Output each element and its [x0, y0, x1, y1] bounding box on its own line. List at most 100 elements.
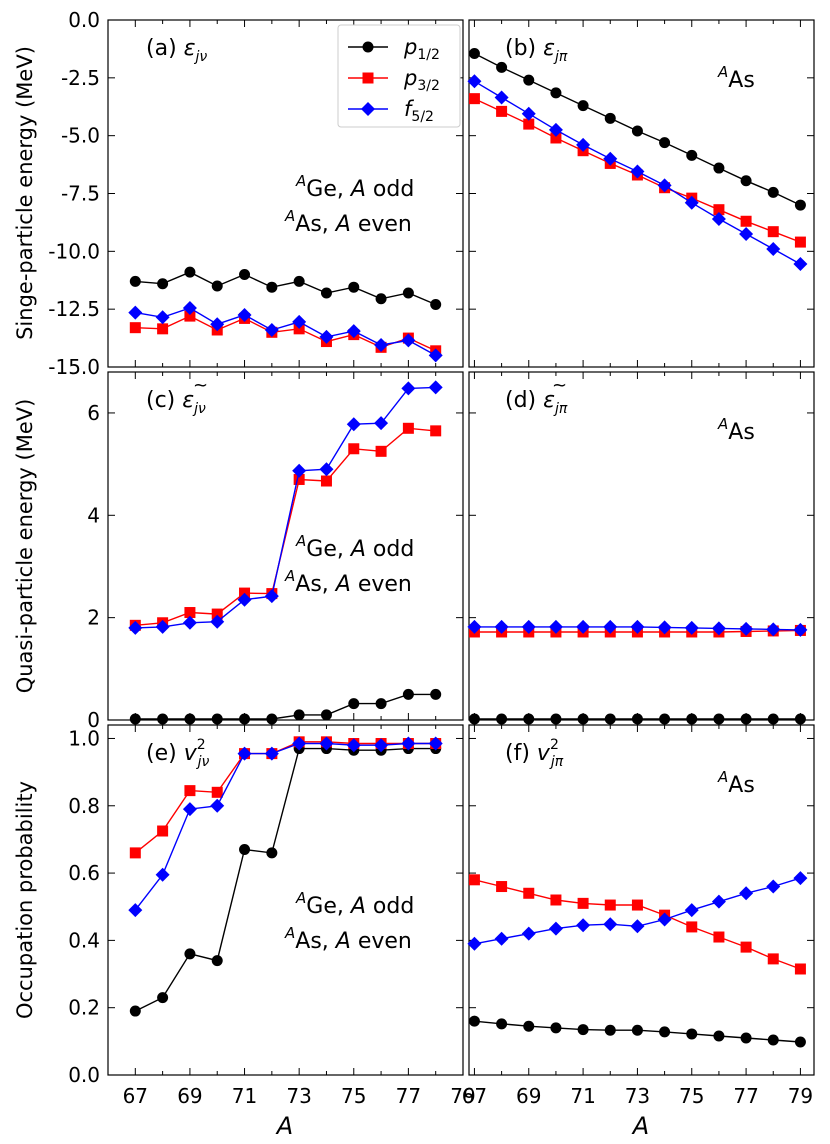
data-point-f52	[319, 736, 334, 751]
mass-superscript: A	[717, 768, 728, 786]
data-point-p32	[740, 215, 752, 227]
series-line-p32	[135, 315, 436, 352]
data-point-p32	[604, 899, 616, 911]
data-point-p12	[740, 175, 752, 187]
data-point-p12	[523, 1020, 535, 1032]
x-tick-label: 67	[123, 1084, 148, 1108]
y-tick-label: 0.0	[68, 1063, 100, 1087]
data-point-p12	[468, 48, 480, 60]
x-tick-label: 79	[788, 1084, 813, 1108]
data-point-p12	[348, 281, 360, 293]
y-tick-label: 1.0	[68, 726, 100, 750]
data-point-f52	[630, 919, 645, 934]
annotation-element: As,	[295, 572, 336, 597]
data-point-f52	[494, 619, 509, 634]
legend-subscript: 5/2	[411, 109, 434, 125]
panel-letter: (e)	[146, 741, 184, 766]
data-point-f52	[428, 380, 443, 395]
annotation-line: AAs, A even	[284, 924, 412, 954]
annotation-italic: A	[334, 572, 351, 597]
x-tick-label: 75	[341, 1084, 366, 1108]
data-point-p12	[266, 281, 278, 293]
data-point-f52	[494, 931, 509, 946]
legend-symbol: p	[403, 66, 417, 90]
series-line-f52	[135, 307, 437, 357]
data-point-p32	[686, 921, 698, 933]
annotation-parity: odd	[366, 894, 414, 919]
annotation-line: AAs	[717, 415, 755, 445]
legend-marker-f52	[361, 102, 375, 116]
data-point-f52	[401, 333, 416, 348]
data-point-f52	[264, 589, 279, 604]
data-point-f52	[210, 798, 225, 813]
data-point-f52	[237, 746, 252, 761]
panel-letter: (f)	[505, 741, 537, 766]
series-p32	[129, 422, 442, 631]
data-point-p32	[184, 785, 196, 797]
data-point-f52	[319, 329, 334, 344]
panel-symbol: ε	[543, 388, 555, 413]
annotation-parity: odd	[366, 177, 414, 202]
data-point-p32	[794, 236, 806, 248]
x-tick-label: 67	[462, 1084, 487, 1108]
panel-subscript: jπ	[549, 754, 564, 770]
data-point-f52	[739, 621, 754, 636]
panel-letter: (a)	[146, 36, 184, 61]
panel-subscript: jν	[192, 401, 206, 417]
data-point-p32	[320, 475, 332, 487]
annotation-parity: even	[351, 212, 412, 237]
data-point-p12	[157, 992, 169, 1004]
data-point-f52	[319, 462, 334, 477]
data-point-f52	[346, 324, 361, 339]
data-point-f52	[494, 90, 509, 105]
data-point-f52	[793, 622, 808, 637]
data-point-f52	[155, 619, 170, 634]
data-point-p12	[713, 1030, 725, 1042]
data-point-p12	[794, 713, 806, 725]
data-point-f52	[603, 917, 618, 932]
data-point-f52	[793, 257, 808, 272]
series-p12	[468, 48, 806, 211]
data-point-p12	[239, 268, 251, 280]
data-point-p12	[184, 713, 196, 725]
data-point-p12	[211, 280, 223, 292]
data-point-p12	[184, 948, 196, 960]
panel-d: (d) εjπ~AAs	[467, 371, 815, 725]
annotation-parity: even	[351, 572, 412, 597]
data-point-f52	[374, 738, 389, 753]
data-point-f52	[210, 614, 225, 629]
data-point-p12	[523, 74, 535, 86]
data-point-f52	[576, 137, 591, 152]
x-tick-label: 71	[232, 1084, 257, 1108]
panel-title: (a) εjν	[146, 36, 207, 65]
data-point-f52	[401, 736, 416, 751]
data-point-f52	[401, 381, 416, 396]
mass-superscript: A	[284, 207, 295, 225]
data-point-p12	[686, 1028, 698, 1040]
data-point-p12	[402, 287, 414, 299]
data-point-p12	[577, 1024, 589, 1036]
data-point-f52	[711, 894, 726, 909]
y-tick-label: 0.4	[68, 928, 100, 952]
annotation-element: As	[728, 773, 755, 798]
series-p32	[129, 310, 442, 357]
data-point-p32	[550, 894, 562, 906]
data-point-p12	[157, 278, 169, 290]
data-point-f52	[657, 178, 672, 193]
data-point-f52	[766, 879, 781, 894]
data-point-f52	[576, 619, 591, 634]
data-point-p32	[767, 953, 779, 965]
data-point-p32	[767, 226, 779, 238]
y-tick-label: -2.5	[61, 66, 100, 90]
axes-frame	[468, 724, 815, 1076]
data-point-p12	[157, 713, 169, 725]
y-tick-label: 0	[87, 708, 100, 732]
y-tick-label: 6	[87, 401, 100, 425]
data-point-p12	[402, 688, 414, 700]
tilde-mark: ~	[552, 375, 567, 396]
mass-superscript: A	[284, 924, 295, 942]
panel-subscript: jπ	[553, 49, 568, 65]
y-tick-label: -5.0	[61, 124, 100, 148]
series-line-p12	[135, 693, 436, 720]
data-point-p12	[320, 709, 332, 721]
